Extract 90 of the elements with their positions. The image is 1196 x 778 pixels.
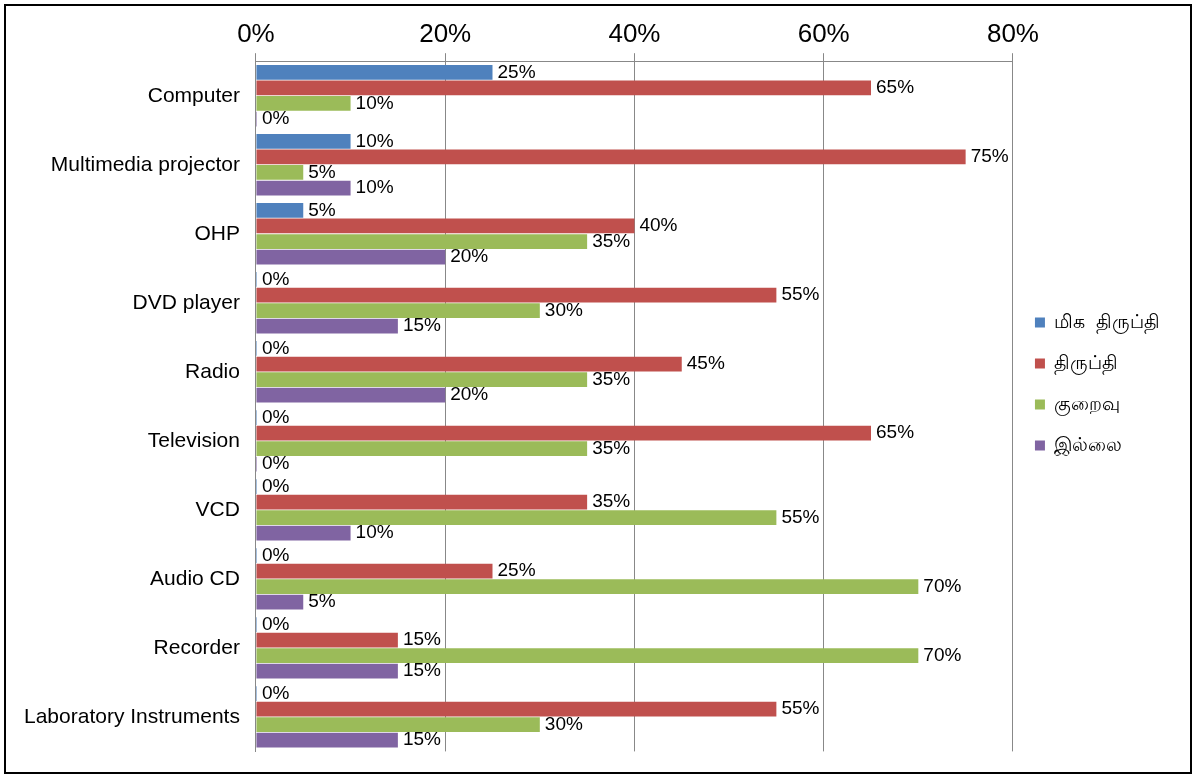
bar xyxy=(256,249,446,265)
y-tick-label: DVD player xyxy=(132,289,240,313)
bar xyxy=(256,218,635,234)
data-label: 0% xyxy=(261,336,290,358)
data-label: 5% xyxy=(308,590,336,612)
bar xyxy=(256,717,540,733)
data-label: 10% xyxy=(355,521,394,543)
legend-label: திருப்தி xyxy=(1054,351,1119,375)
y-tick-label: Recorder xyxy=(153,634,240,658)
bar xyxy=(256,234,588,249)
data-label: 55% xyxy=(781,505,820,527)
bar xyxy=(256,525,351,541)
bar xyxy=(256,287,777,303)
x-tick-label: 40% xyxy=(608,17,661,48)
legend-label: மிக திருப்தி xyxy=(1054,310,1160,334)
data-label: 0% xyxy=(261,474,290,496)
bar xyxy=(256,732,398,748)
data-label: 0% xyxy=(261,405,290,427)
bar xyxy=(256,632,398,648)
bar xyxy=(256,648,919,664)
data-label: 30% xyxy=(544,298,583,320)
bar xyxy=(256,80,871,96)
data-label: 20% xyxy=(450,383,489,405)
bar xyxy=(256,579,919,594)
data-label: 45% xyxy=(686,352,725,374)
bar xyxy=(256,203,304,218)
data-label: 65% xyxy=(876,76,915,98)
bar xyxy=(256,65,493,80)
bar xyxy=(256,701,777,717)
data-label: 10% xyxy=(355,176,394,198)
data-label: 65% xyxy=(876,421,915,443)
data-label: 15% xyxy=(402,728,442,750)
legend-label: இல்லை xyxy=(1054,433,1123,456)
data-label: 0% xyxy=(261,543,290,565)
bar xyxy=(256,303,540,318)
bar xyxy=(256,387,446,403)
bar xyxy=(256,318,398,334)
data-label: 15% xyxy=(402,628,442,650)
data-label: 55% xyxy=(781,697,820,719)
data-label: 35% xyxy=(592,490,631,512)
bar xyxy=(256,510,777,525)
data-label: 55% xyxy=(781,283,820,305)
x-tick-label: 0% xyxy=(237,17,275,48)
x-tick-label: 80% xyxy=(986,17,1039,48)
data-label: 0% xyxy=(261,452,290,474)
data-label: 25% xyxy=(497,60,536,82)
y-tick-label: OHP xyxy=(194,220,240,244)
data-label: 0% xyxy=(261,267,290,289)
data-label: 70% xyxy=(923,574,962,596)
bar xyxy=(256,96,351,111)
bar xyxy=(256,441,588,456)
data-label: 10% xyxy=(355,91,394,113)
legend-label: குறைவு xyxy=(1054,392,1121,416)
data-label: 20% xyxy=(450,245,489,267)
data-label: 10% xyxy=(355,129,394,151)
data-label: 15% xyxy=(402,659,442,681)
y-tick-label: Television xyxy=(147,427,240,451)
bar xyxy=(256,372,588,387)
bar xyxy=(256,494,588,510)
data-label: 40% xyxy=(639,214,678,236)
bar xyxy=(256,425,871,441)
data-label: 30% xyxy=(544,712,583,734)
x-tick-label: 20% xyxy=(419,17,472,48)
data-label: 0% xyxy=(261,681,290,703)
bar xyxy=(256,594,304,610)
bar xyxy=(256,356,682,372)
y-tick-label: Audio CD xyxy=(150,565,240,589)
x-tick-label: 60% xyxy=(797,17,850,48)
data-label: 0% xyxy=(261,107,290,129)
y-tick-label: Laboratory Instruments xyxy=(24,703,240,727)
data-label: 35% xyxy=(592,229,631,251)
bar xyxy=(256,180,351,196)
data-label: 35% xyxy=(592,367,631,389)
y-tick-label: VCD xyxy=(195,496,240,520)
y-tick-label: Multimedia projector xyxy=(50,151,240,175)
bar xyxy=(256,165,304,180)
data-label: 35% xyxy=(592,436,631,458)
bar xyxy=(256,563,493,579)
data-label: 5% xyxy=(308,160,336,182)
data-label: 75% xyxy=(970,145,1009,167)
y-tick-label: Radio xyxy=(185,358,240,382)
data-label: 15% xyxy=(402,314,442,336)
bar xyxy=(256,149,966,165)
data-label: 70% xyxy=(923,643,962,665)
bar xyxy=(256,663,398,679)
y-tick-label: Computer xyxy=(147,82,240,106)
data-label: 25% xyxy=(497,559,536,581)
bar xyxy=(256,134,351,149)
data-label: 0% xyxy=(261,612,290,634)
data-label: 5% xyxy=(308,198,336,220)
